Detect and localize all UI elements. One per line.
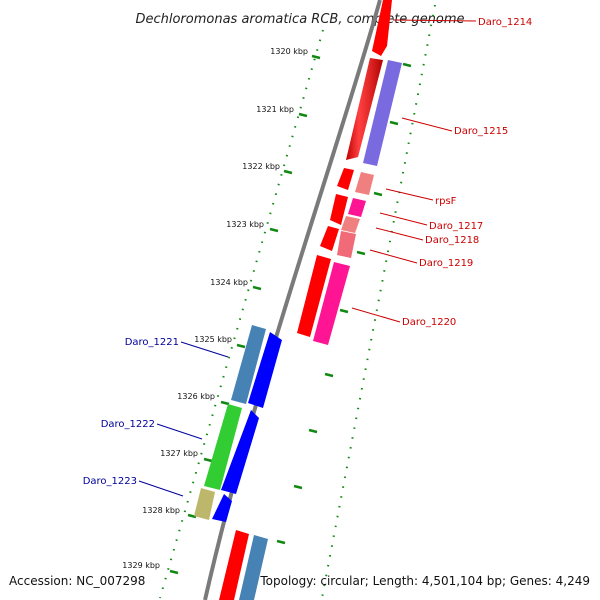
tick-label-1323: 1323 kbp [226, 220, 264, 229]
cds-arrow-daro-1218[interactable] [320, 226, 339, 251]
forward-cds-track [219, 0, 392, 600]
inner-tick-ring [159, 29, 324, 599]
cds-arrow-bottom[interactable] [219, 530, 249, 600]
genome-summary-text: Topology: circular; Length: 4,501,104 bp… [260, 574, 590, 588]
gene-label-daro-1222[interactable]: Daro_1222 [101, 419, 155, 430]
reverse-cds-track [212, 332, 282, 522]
cds-arrow-daro-1214[interactable] [372, 0, 392, 56]
gene-bar-daro-1215[interactable] [363, 60, 402, 166]
gene-bar-bottom[interactable] [239, 535, 268, 600]
gene-label-daro-1215[interactable]: Daro_1215 [454, 126, 508, 137]
gene-label-daro-1220[interactable]: Daro_1220 [402, 317, 456, 328]
map-title: Dechloromonas aromatica RCB, complete ge… [135, 12, 464, 27]
major-ticks [169, 54, 321, 575]
gene-label-daro-1217[interactable]: Daro_1217 [429, 221, 483, 232]
tick-label-1326: 1326 kbp [177, 392, 215, 401]
outer-tick-ring [321, 4, 436, 599]
gene-bar-daro-1221[interactable] [231, 325, 266, 404]
genome-backbone [203, 0, 382, 600]
cds-arrow-rpsf[interactable] [337, 168, 354, 190]
tick-label-1327: 1327 kbp [160, 449, 198, 458]
gene-bar-daro-1222[interactable] [204, 404, 242, 490]
cds-arrow-daro-1221[interactable] [248, 332, 282, 408]
gene-bar-daro-1223[interactable] [194, 488, 215, 520]
tick-label-1328: 1328 kbp [142, 506, 180, 515]
gene-bar-daro-1217[interactable] [348, 198, 366, 217]
gene-bar-rpsf[interactable] [355, 172, 374, 195]
tick-label-1322: 1322 kbp [242, 162, 280, 171]
forward-cds-shading [346, 58, 383, 160]
cds-arrow-daro-1219[interactable] [297, 255, 331, 337]
label-leaders [138, 19, 477, 497]
gene-label-daro-1218[interactable]: Daro_1218 [425, 235, 479, 246]
tick-label-1324: 1324 kbp [210, 278, 248, 287]
gene-label-daro-1219[interactable]: Daro_1219 [419, 258, 473, 269]
gene-label-rpsf[interactable]: rpsF [435, 196, 457, 207]
cds-arrow-daro-1222[interactable] [221, 410, 259, 494]
gene-bar-daro-1220[interactable] [313, 262, 350, 345]
cds-arrow-daro-1223[interactable] [212, 494, 232, 522]
gene-label-daro-1214[interactable]: Daro_1214 [478, 17, 532, 28]
reverse-gene-track [194, 325, 266, 520]
forward-gene-track [239, 60, 402, 600]
gene-label-daro-1223[interactable]: Daro_1223 [83, 476, 137, 487]
gene-label-daro-1221[interactable]: Daro_1221 [125, 337, 179, 348]
outer-ring-ticks [276, 62, 412, 545]
accession-text: Accession: NC_007298 [9, 574, 146, 588]
tick-label-1329: 1329 kbp [122, 561, 160, 570]
tick-label-1321: 1321 kbp [256, 105, 294, 114]
gene-bar-daro-1219[interactable] [337, 231, 356, 258]
cds-arrow-daro-1217[interactable] [330, 194, 348, 225]
tick-label-1325: 1325 kbp [194, 335, 232, 344]
gene-bar-daro-1218[interactable] [341, 216, 360, 233]
tick-label-1320: 1320 kbp [270, 47, 308, 56]
